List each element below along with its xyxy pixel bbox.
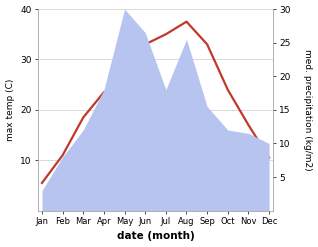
Y-axis label: med. precipitation (kg/m2): med. precipitation (kg/m2) (303, 49, 313, 171)
Y-axis label: max temp (C): max temp (C) (5, 79, 15, 141)
X-axis label: date (month): date (month) (117, 231, 194, 242)
